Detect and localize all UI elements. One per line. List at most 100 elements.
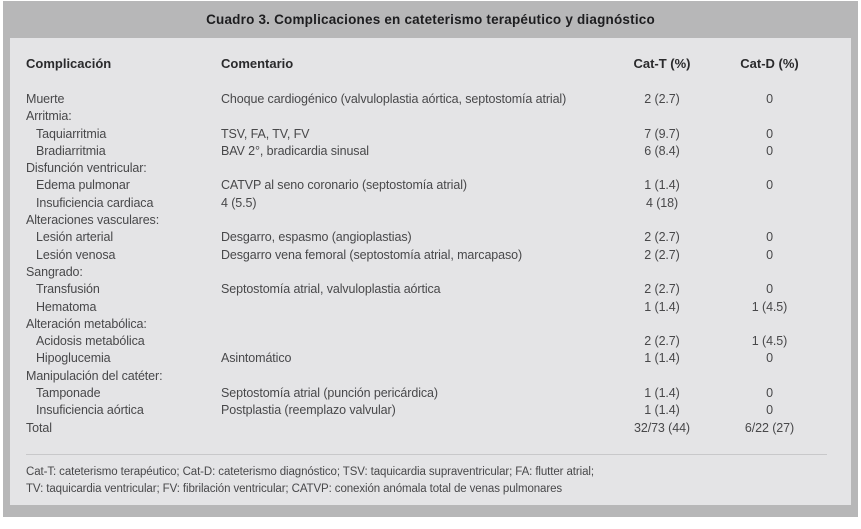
cat-t-cell: 32/73 (44) [634, 420, 690, 435]
comment-cell [221, 108, 612, 125]
cat-t-cell: 1 (1.4) [644, 386, 680, 401]
table-footnotes: Cat-T: cateterismo terapéutico; Cat-D: c… [26, 453, 827, 499]
complication-cell: Arritmia: [26, 109, 72, 124]
comment-cell: TSV, FA, TV, FV [221, 126, 310, 141]
comment-cell [221, 299, 612, 316]
table-row: Manipulación del catéter: [26, 368, 827, 385]
complications-table: Complicación Comentario Cat-T (%) Cat-D … [26, 46, 827, 437]
cat-t-cell [612, 264, 712, 281]
comment-cell: BAV 2°, bradicardia sinusal [221, 143, 369, 158]
cat-t-cell: 4 (18) [645, 195, 679, 210]
comment-cell: Desgarro vena femoral (septostomía atria… [221, 247, 523, 262]
comment-cell: 4 (5.5) [221, 195, 257, 210]
cat-d-cell: 1 (4.5) [751, 334, 788, 349]
table-title: Cuadro 3. Complicaciones en cateterismo … [206, 12, 655, 27]
comment-cell [221, 420, 612, 437]
complication-cell: Tamponade [36, 386, 101, 401]
cat-t-cell: 2 (2.7) [644, 92, 680, 106]
complication-cell: Taquiarritmia [36, 126, 107, 141]
table-row: Muerte Choque cardiogénico (valvuloplast… [26, 91, 827, 108]
cat-d-cell: 0 [766, 143, 773, 158]
cat-d-cell: 0 [766, 282, 773, 297]
complication-cell: Lesión venosa [36, 247, 116, 262]
comment-cell: Septostomía atrial (punción pericárdica) [221, 386, 438, 401]
cat-d-cell [712, 264, 827, 281]
table-row: Insuficiencia cardiaca 4 (5.5) 4 (18) [26, 195, 827, 212]
cat-d-cell: 0 [766, 386, 773, 401]
table-row: Sangrado: [26, 264, 827, 281]
comment-cell [221, 316, 612, 333]
complication-cell: Insuficiencia cardiaca [36, 195, 154, 210]
complication-cell: Manipulación del catéter: [26, 368, 163, 383]
complication-cell: Transfusión [36, 282, 100, 297]
table-row: Tamponade Septostomía atrial (punción pe… [26, 385, 827, 402]
table-row: Lesión arterial Desgarro, espasmo (angio… [26, 229, 827, 246]
complication-cell: Acidosis metabólica [36, 334, 145, 349]
cat-d-cell: 0 [766, 403, 773, 418]
table-panel: Complicación Comentario Cat-T (%) Cat-D … [10, 38, 851, 505]
complication-cell: Lesión arterial [36, 230, 114, 245]
table-title-band: Cuadro 3. Complicaciones en cateterismo … [3, 1, 858, 38]
cat-t-cell: 2 (2.7) [644, 282, 680, 297]
column-header-cat-d: Cat-D (%) [740, 56, 799, 71]
table-row: Lesión venosa Desgarro vena femoral (sep… [26, 247, 827, 264]
cat-d-cell: 0 [766, 126, 773, 141]
comment-cell [221, 368, 612, 385]
cat-t-cell: 2 (2.7) [644, 334, 680, 349]
column-header-complication: Complicación [26, 56, 112, 71]
cat-t-cell: 1 (1.4) [644, 403, 680, 418]
table-row: Hipoglucemia Asintomático 1 (1.4) 0 [26, 350, 827, 367]
cat-d-cell: 6/22 (27) [744, 420, 795, 435]
cat-d-cell [712, 316, 827, 333]
table-row: Insuficiencia aórtica Postplastia (reemp… [26, 402, 827, 419]
cat-t-cell [612, 212, 712, 229]
cat-d-cell [712, 368, 827, 385]
comment-cell [221, 212, 612, 229]
complication-cell: Alteraciones vasculares: [26, 213, 160, 228]
comment-cell: Choque cardiogénico (valvuloplastia aórt… [221, 92, 567, 106]
cat-d-cell [712, 108, 827, 125]
header-row: Complicación Comentario Cat-T (%) Cat-D … [26, 46, 827, 91]
table-row: Alteraciones vasculares: [26, 212, 827, 229]
complication-cell: Insuficiencia aórtica [36, 403, 144, 418]
complication-cell: Bradiarritmia [36, 143, 106, 158]
cat-t-cell: 1 (1.4) [644, 178, 680, 193]
cat-t-cell: 1 (1.4) [644, 299, 680, 314]
cat-t-cell: 6 (8.4) [644, 143, 680, 158]
cat-d-cell: 0 [766, 92, 773, 106]
footnote-line: Cat-T: cateterismo terapéutico; Cat-D: c… [26, 465, 594, 478]
cat-d-cell: 1 (4.5) [751, 299, 788, 314]
complication-cell: Alteración metabólica: [26, 316, 147, 331]
table-row: Hematoma 1 (1.4) 1 (4.5) [26, 299, 827, 316]
cat-t-cell [612, 160, 712, 177]
cat-d-cell [712, 195, 827, 212]
column-header-cat-t: Cat-T (%) [633, 56, 691, 71]
table-header: Complicación Comentario Cat-T (%) Cat-D … [26, 46, 827, 91]
complication-cell: Muerte [26, 92, 65, 106]
cat-t-cell: 2 (2.7) [644, 230, 680, 245]
complication-cell: Sangrado: [26, 264, 83, 279]
comment-cell: Postplastia (reemplazo valvular) [221, 403, 396, 418]
cat-d-cell: 0 [766, 351, 773, 366]
cat-t-cell: 2 (2.7) [644, 247, 680, 262]
cat-t-cell [612, 316, 712, 333]
cat-t-cell: 7 (9.7) [644, 126, 680, 141]
table-row: Disfunción ventricular: [26, 160, 827, 177]
cat-t-cell: 1 (1.4) [644, 351, 680, 366]
complication-cell: Disfunción ventricular: [26, 161, 147, 176]
table-body: Muerte Choque cardiogénico (valvuloplast… [26, 91, 827, 437]
complication-cell: Hematoma [36, 299, 97, 314]
table-row: Alteración metabólica: [26, 316, 827, 333]
table-card: Cuadro 3. Complicaciones en cateterismo … [3, 1, 858, 517]
table-row-total: Total 32/73 (44) 6/22 (27) [26, 420, 827, 437]
cat-d-cell: 0 [766, 178, 773, 193]
comment-cell [221, 160, 612, 177]
complication-cell: Hipoglucemia [36, 351, 111, 366]
comment-cell: CATVP al seno coronario (septostomía atr… [221, 178, 467, 193]
comment-cell: Septostomía atrial, valvuloplastia aórti… [221, 282, 441, 297]
cat-d-cell: 0 [766, 247, 773, 262]
table-row: Arritmia: [26, 108, 827, 125]
table-row: Edema pulmonar CATVP al seno coronario (… [26, 177, 827, 194]
cat-d-cell [712, 212, 827, 229]
table-row: Taquiarritmia TSV, FA, TV, FV 7 (9.7) 0 [26, 126, 827, 143]
